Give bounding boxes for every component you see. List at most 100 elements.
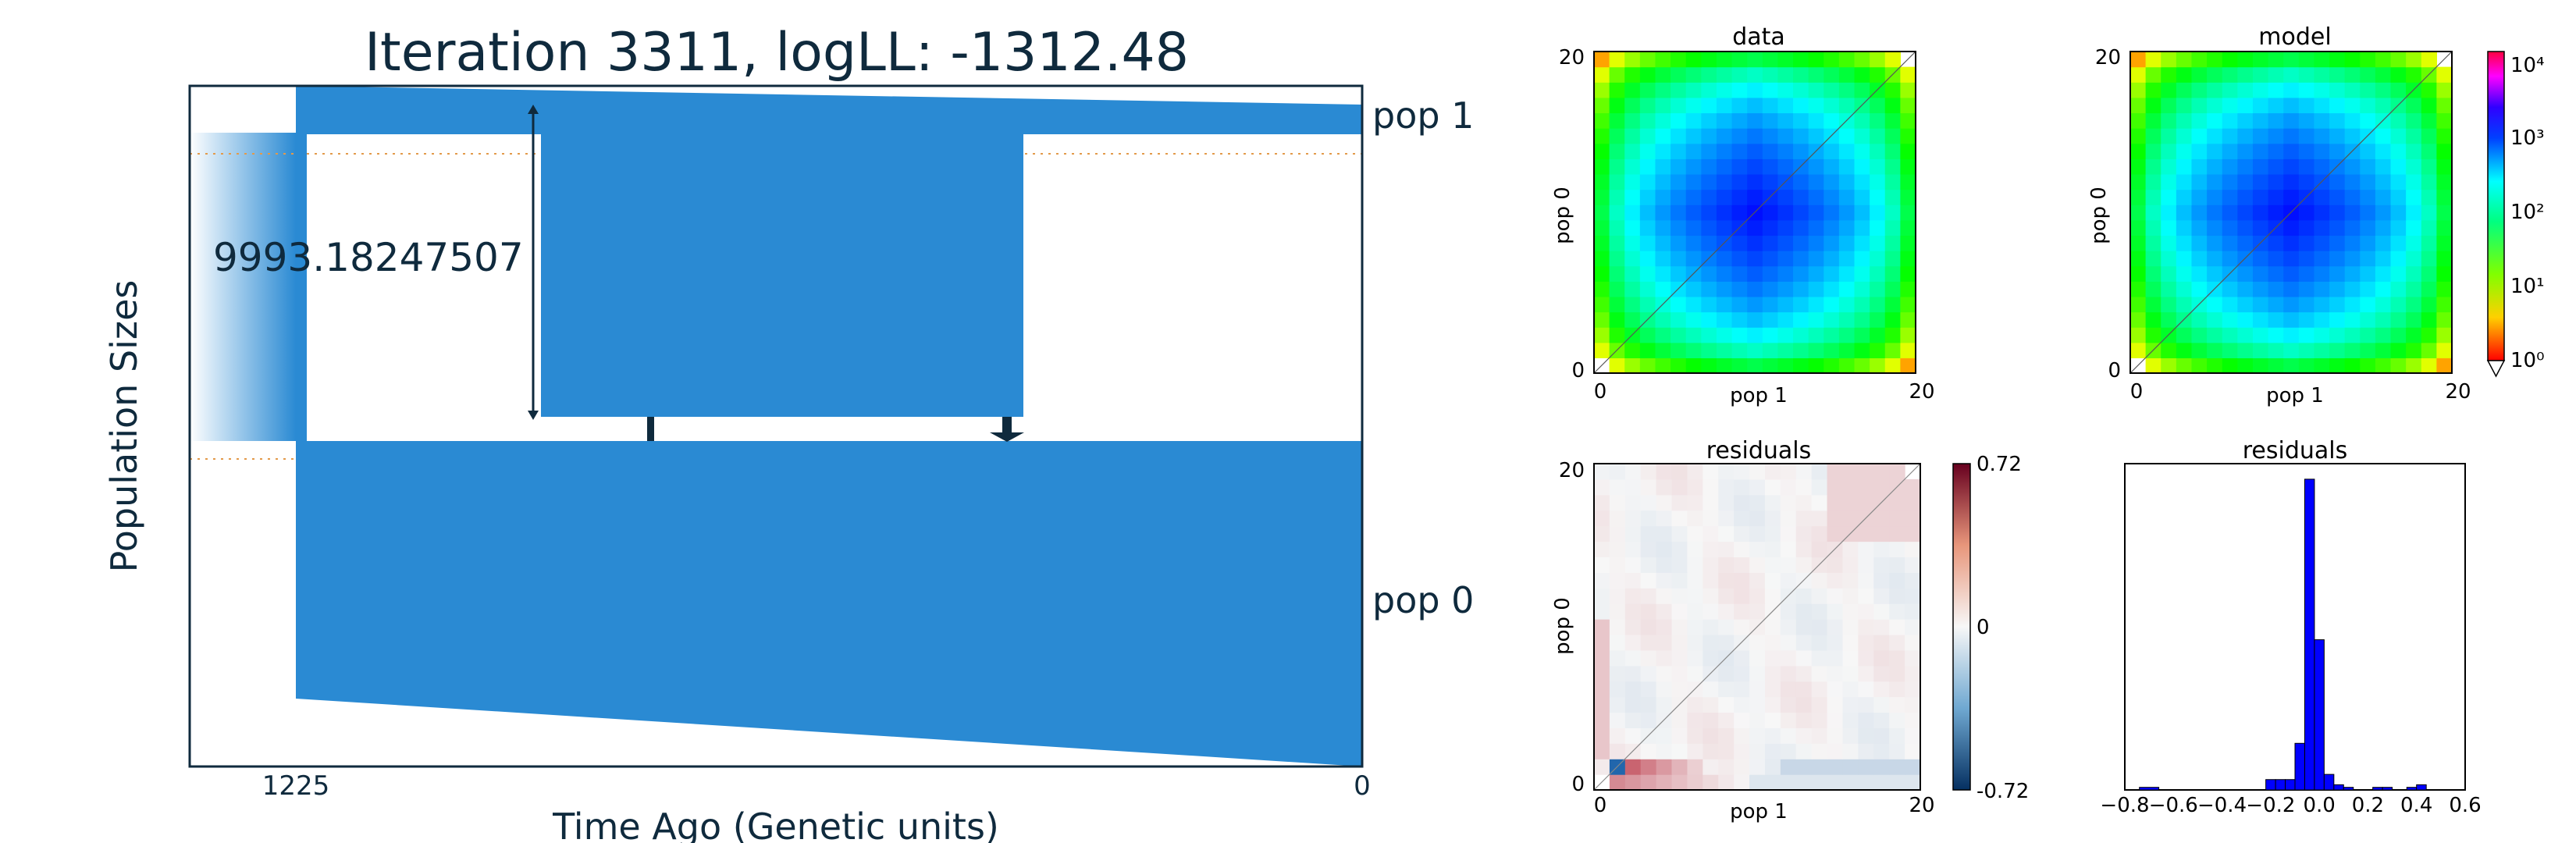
heatmap-cell bbox=[2268, 173, 2284, 190]
heatmap-cell bbox=[1640, 681, 1657, 698]
heatmap-cell bbox=[1889, 572, 1905, 589]
heatmap-cell bbox=[1624, 97, 1641, 114]
heatmap-cell bbox=[1884, 128, 1901, 144]
heatmap-cell bbox=[1762, 143, 1779, 159]
heatmap-cell bbox=[1655, 97, 1671, 114]
heatmap-cell bbox=[1731, 296, 1748, 313]
heatmap-cell bbox=[1854, 327, 1870, 343]
heatmap-cell bbox=[1594, 525, 1610, 542]
heatmap-cell bbox=[1670, 235, 1687, 251]
heatmap-cell bbox=[1655, 82, 1671, 98]
heatmap-cell bbox=[1854, 66, 1870, 83]
heatmap-cell bbox=[1734, 665, 1750, 682]
heatmap-cell bbox=[2176, 265, 2193, 282]
heatmap-cell bbox=[1777, 342, 1794, 358]
heatmap-cell bbox=[1609, 97, 1625, 114]
x-tick-label: 0 bbox=[1354, 770, 1371, 802]
heatmap-cell bbox=[2390, 158, 2407, 175]
heatmap-cell bbox=[2252, 251, 2269, 267]
heatmap-cell bbox=[1858, 525, 1874, 542]
heatmap-cell bbox=[2360, 205, 2376, 221]
heatmap-cell bbox=[1811, 727, 1828, 744]
heatmap-cell bbox=[1609, 478, 1626, 496]
heatmap-cell bbox=[2421, 219, 2437, 237]
heatmap-cell bbox=[2421, 189, 2437, 205]
heatmap-cell bbox=[2222, 327, 2238, 343]
heatmap-cell bbox=[2421, 235, 2437, 251]
heatmap-cell bbox=[1594, 128, 1610, 144]
heatmap-cell bbox=[1671, 743, 1688, 759]
heatmap-cell bbox=[2406, 251, 2422, 267]
heatmap-cell bbox=[1858, 478, 1874, 496]
heatmap-cell bbox=[1889, 681, 1905, 698]
heatmap-cell bbox=[2390, 265, 2407, 282]
heatmap-cell bbox=[1884, 97, 1901, 114]
heatmap-cell bbox=[1873, 619, 1890, 635]
heatmap-cell bbox=[1701, 97, 1717, 114]
heatmap-cell bbox=[1609, 112, 1625, 129]
heatmap-cell bbox=[1624, 665, 1642, 682]
x-tick-label: 0.2 bbox=[2352, 794, 2384, 817]
heatmap-cell bbox=[1793, 82, 1809, 98]
heatmap-cell bbox=[1655, 158, 1671, 175]
heatmap-cell bbox=[1718, 603, 1735, 620]
heatmap-cell bbox=[1718, 510, 1735, 527]
heatmap-cell bbox=[1731, 112, 1748, 129]
heatmap-cell bbox=[1656, 478, 1673, 496]
heatmap-cell bbox=[1842, 603, 1859, 620]
heatmap-cell bbox=[2130, 128, 2147, 144]
heatmap-cell bbox=[2222, 311, 2238, 328]
x-tick-label: 0.0 bbox=[2303, 794, 2335, 817]
heatmap-cell bbox=[1624, 128, 1641, 144]
heatmap-cell bbox=[1762, 205, 1779, 221]
heatmap-cell bbox=[1670, 189, 1687, 205]
heatmap-cell bbox=[1900, 281, 1916, 297]
heatmap-cell bbox=[1731, 342, 1748, 358]
heatmap-cell bbox=[1747, 189, 1763, 205]
heatmap-cell bbox=[1609, 311, 1625, 328]
heatmap-cell bbox=[1777, 66, 1794, 83]
heatmap-cell bbox=[1884, 52, 1901, 68]
heatmap-cell bbox=[1624, 219, 1641, 237]
heatmap-cell bbox=[1716, 281, 1733, 297]
heatmap-cell bbox=[1671, 712, 1688, 728]
heatmap-cell bbox=[1716, 205, 1733, 221]
heatmap-cell bbox=[1594, 696, 1610, 713]
heatmap-cell bbox=[1827, 743, 1844, 759]
heatmap-cell bbox=[1624, 572, 1642, 589]
heatmap-cell bbox=[2436, 219, 2453, 237]
heatmap-cell bbox=[1842, 712, 1859, 728]
heatmap-cell bbox=[1671, 634, 1688, 651]
heatmap-cell bbox=[2406, 281, 2422, 297]
heatmap-cell bbox=[1639, 112, 1656, 129]
heatmap-cell bbox=[2375, 235, 2392, 251]
heatmap-cell bbox=[1749, 649, 1766, 667]
heatmap-cell bbox=[1685, 342, 1702, 358]
heatmap-cell bbox=[1795, 634, 1813, 651]
heatmap-cell bbox=[2436, 296, 2453, 313]
heatmap-cell bbox=[1873, 541, 1890, 558]
residual-y-label: pop 0 bbox=[1551, 597, 1574, 655]
heatmap-cell bbox=[2176, 219, 2193, 237]
heatmap-cell bbox=[1718, 494, 1735, 511]
pop0-label: pop 0 bbox=[1372, 579, 1474, 621]
heatmap-cell bbox=[2222, 189, 2238, 205]
heatmap-axes-frame bbox=[1593, 51, 1916, 374]
heatmap-cell bbox=[1762, 251, 1779, 267]
heatmap-cell bbox=[2268, 251, 2284, 267]
heatmap-cell bbox=[1900, 342, 1916, 358]
heatmap-cell bbox=[2436, 327, 2453, 343]
heatmap-cell bbox=[2421, 173, 2437, 190]
heatmap-cell bbox=[1780, 696, 1797, 713]
model-x-label: pop 1 bbox=[2266, 384, 2324, 407]
heatmap-cell bbox=[1640, 464, 1657, 480]
heatmap-cell bbox=[2329, 327, 2346, 343]
heatmap-cell bbox=[1884, 158, 1901, 175]
heatmap-cell bbox=[2161, 357, 2177, 374]
heatmap-cell bbox=[1670, 112, 1687, 129]
heatmap-cell bbox=[1870, 327, 1886, 343]
heatmap-cell bbox=[2283, 265, 2300, 282]
heatmap-cell bbox=[1609, 173, 1625, 190]
heatmap-cell bbox=[2207, 219, 2223, 237]
heatmap-cell bbox=[2436, 128, 2453, 144]
